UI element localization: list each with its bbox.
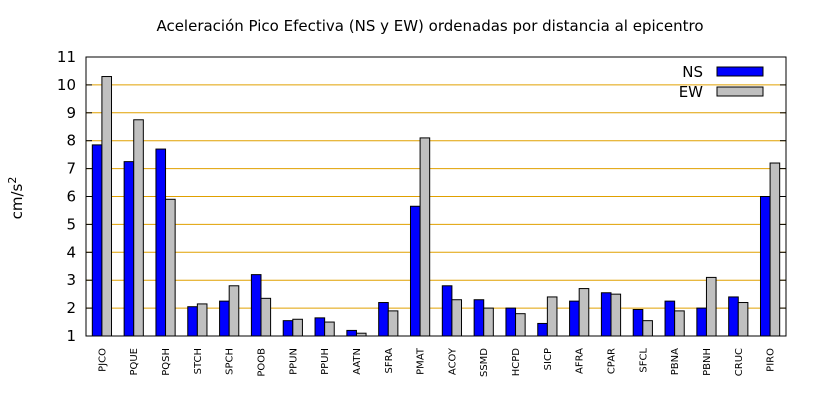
bar-ew-acoy [451,299,463,337]
bar-ew-afra [578,288,590,337]
legend-swatch-ew [716,86,764,97]
x-tick-label: STCH [193,348,204,374]
bar-ns-piro [759,196,771,337]
bar-ew-hcpd [515,313,526,337]
y-axis-label: cm/s2 [6,177,26,220]
x-tick-label: SSMD [479,348,490,377]
bar-ns-stch [187,306,198,337]
grid-lines [86,84,786,309]
bar-ns-sfra [378,302,389,337]
x-tick-label: HCPD [511,348,522,377]
x-tick-label: PIRO [766,348,777,372]
bar-ew-pmat [419,137,431,337]
chart-title: Aceleración Pico Efectiva (NS y EW) orde… [156,17,703,35]
bar-ew-sfcl [642,320,653,337]
bar-ew-ppun [292,318,303,337]
y-tick-label: 1 [66,327,76,345]
x-tick-label: POOB [257,348,268,377]
bar-ew-stch [196,303,208,337]
y-axis-label-unit: cm/s [8,183,26,219]
x-tick-label: ACOY [447,347,458,375]
bar-ns-pmat [409,205,421,337]
x-tick-label: CRUC [734,348,745,376]
bar-ew-pbna [674,310,685,337]
legend-label-ns: NS [682,63,703,81]
bar-ns-ppuh [314,317,326,337]
legend-label-ew: EW [679,83,703,101]
x-tick-label: PBNH [702,348,713,376]
bar-ew-ssmd [483,307,494,337]
bar-ns-pjco [91,144,103,337]
bar-ns-sfcl [632,308,644,337]
y-tick-label: 2 [66,299,76,317]
bar-ew-sicp [546,296,558,337]
bar-ns-acoy [441,285,453,337]
bar-ew-pque [133,119,144,337]
y-tick-label: 9 [66,104,76,122]
bar-ew-poob [260,297,272,337]
y-tick-label: 7 [66,160,76,178]
bar-ew-piro [769,162,781,337]
bar-ns-pqsh [155,148,167,337]
x-tick-label: PQSH [161,348,172,376]
y-tick-label: 5 [66,215,76,233]
bar-ew-spch [228,285,240,337]
y-tick-label: 3 [66,271,76,289]
bar-ew-cruc [737,302,749,337]
x-tick-label: SPCH [225,348,236,375]
y-axis: 1 2 3 4 5 6 7 8 9 10 11 [57,48,786,345]
bar-ew-sfra [387,310,399,337]
bar-ew-pqsh [165,198,176,337]
bar-ns-pque [123,161,135,337]
y-tick-label: 10 [57,76,76,94]
x-tick-label: PBNA [670,348,681,375]
bars-group [91,76,781,337]
x-axis: PJCO PQUE PQSH STCH SPCH POOB PPUN PPUH AATN SFRA… [97,347,776,377]
x-tick-label: CPAR [607,348,618,374]
x-tick-label: PPUN [288,348,299,375]
x-tick-label: SICP [543,348,554,370]
x-tick-label: PMAT [416,347,427,375]
legend: NS EW [679,63,764,101]
bar-ns-cruc [728,296,739,337]
x-tick-label: AATN [352,348,363,375]
x-tick-label: PPUH [320,348,331,375]
y-tick-label: 11 [57,48,76,66]
x-tick-label: SFCL [638,348,649,373]
y-axis-label-exponent: 2 [6,177,19,184]
bar-ew-ppuh [324,321,335,337]
bar-ns-afra [569,300,580,337]
bar-ew-pjco [101,76,113,337]
x-tick-label: PQUE [129,348,140,376]
bar-ns-hcpd [505,307,517,337]
y-tick-label: 4 [66,243,76,261]
bar-ns-pbnh [696,307,707,337]
bar-ns-poob [250,274,262,337]
bar-ew-cpar [610,293,622,337]
bar-ns-cpar [600,292,612,337]
bar-ns-aatn [346,329,357,337]
bar-ns-ppun [282,320,294,337]
y-tick-label: 8 [66,132,76,150]
y-tick-label: 6 [66,188,76,206]
legend-swatch-ns [716,66,764,77]
x-tick-label: SFRA [384,348,395,374]
bar-ns-sicp [537,322,548,337]
x-tick-label: PJCO [97,348,108,372]
bar-ns-pbna [664,300,676,337]
bar-ns-spch [219,300,230,337]
x-tick-label: AFRA [575,348,586,374]
bar-ew-pbnh [705,276,717,337]
bar-ns-ssmd [473,299,485,337]
